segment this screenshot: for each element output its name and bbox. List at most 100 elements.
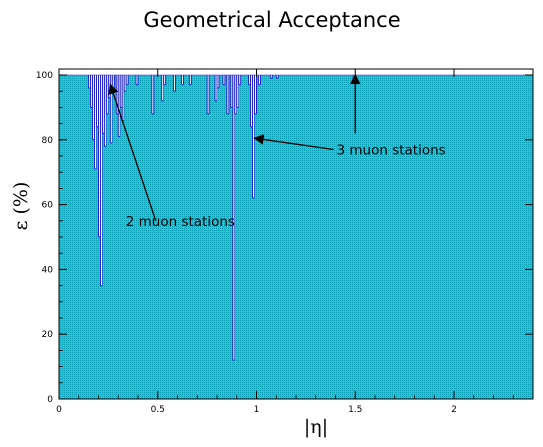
histogram-bar — [217, 87, 219, 400]
histogram-bar — [112, 87, 115, 400]
histogram-dip-gap — [189, 75, 192, 85]
histogram-dip-gap — [232, 75, 235, 361]
annotation-label: 3 muon stations — [337, 143, 446, 159]
histogram-bar — [96, 126, 99, 399]
histogram-dip-gap — [92, 75, 95, 140]
histogram-bar — [173, 91, 176, 399]
histogram-dip-gap — [98, 75, 101, 237]
y-axis-label: ε (%) — [10, 182, 32, 231]
histogram-bar — [230, 107, 233, 400]
histogram-bar — [136, 84, 138, 399]
histogram-bar — [222, 84, 225, 399]
histogram-bar — [98, 237, 101, 399]
histogram-dip-gap — [112, 75, 115, 88]
histogram-bar — [232, 360, 235, 399]
histogram-bar — [215, 100, 217, 400]
histogram-bar — [254, 113, 257, 399]
annotations: 3 muon stations 2 muon stations — [108, 73, 446, 230]
histogram-dip-gap — [126, 75, 129, 85]
histogram-dip-gap — [102, 75, 105, 134]
histogram-dip-gap — [276, 75, 279, 79]
y-tick-label: 60 — [42, 201, 54, 211]
histogram-bar — [207, 113, 210, 399]
x-tick-label: 2 — [451, 405, 457, 415]
histogram-dip-gap — [258, 75, 261, 85]
annotation-arrow — [253, 134, 334, 151]
histogram-bar — [353, 81, 356, 399]
histogram-dip-gap — [88, 75, 91, 88]
histogram-bar — [250, 126, 253, 399]
histogram-dip-gap — [96, 75, 99, 127]
histogram-bar — [181, 84, 184, 399]
chart-title: Geometrical Acceptance — [143, 8, 400, 32]
histogram-bar — [120, 107, 123, 400]
histogram-dip-gap — [161, 75, 164, 101]
histogram-bar — [110, 143, 113, 399]
histogram-bar — [270, 78, 273, 400]
histogram-dip-gap — [270, 75, 273, 79]
histogram-dip-gap — [118, 75, 121, 137]
histogram-bar — [238, 84, 241, 399]
y-tick-label: 100 — [36, 71, 53, 81]
histogram-bar — [124, 91, 127, 399]
histogram-bar — [276, 78, 279, 400]
histogram-bar — [104, 146, 107, 399]
histogram-dip-gap — [173, 75, 176, 92]
histogram-bar — [92, 139, 95, 400]
histogram-bar — [151, 113, 154, 399]
histogram-dip-gap — [181, 75, 184, 85]
histogram-bar — [90, 107, 93, 400]
histogram-bar — [163, 84, 166, 399]
histogram-dip-gap — [163, 75, 166, 85]
histogram-dip-gap — [120, 75, 123, 108]
histogram-dip-gap — [234, 75, 237, 114]
histogram-dip-gap — [254, 75, 257, 114]
annotation-arrow — [108, 83, 157, 222]
histogram-bar — [122, 120, 125, 400]
histogram-bar — [226, 113, 229, 399]
histogram-bar — [94, 168, 97, 399]
y-tick-label: 20 — [42, 330, 54, 340]
histogram-bar — [161, 100, 164, 400]
histogram-dip-gap — [104, 75, 107, 147]
histogram-fill — [59, 75, 533, 399]
histogram-bar — [189, 84, 192, 399]
histogram-bar — [236, 107, 239, 400]
histogram-bar — [126, 84, 129, 399]
histogram-dip-gap — [122, 75, 125, 121]
annotation-label: 2 muon stations — [126, 214, 235, 230]
histogram-bar — [100, 285, 103, 399]
histogram-bar — [108, 97, 111, 400]
histogram-bar — [106, 113, 109, 399]
x-tick-label: 1.5 — [348, 405, 362, 415]
x-axis-label: |η| — [304, 416, 328, 438]
histogram-dip-gap — [90, 75, 93, 108]
histogram-dip-gap — [238, 75, 241, 85]
histogram-dip-gap — [100, 75, 103, 286]
histogram-dip-gap — [215, 75, 217, 101]
histogram-dip-gap — [207, 75, 210, 114]
histogram-bar — [234, 113, 237, 399]
histogram-dip-gap — [222, 75, 225, 85]
y-tick-label: 80 — [42, 136, 54, 146]
histogram-dip-gap — [151, 75, 154, 114]
y-tick-label: 0 — [47, 395, 53, 405]
histogram-dip-gap — [124, 75, 127, 92]
histogram-dip-gap — [236, 75, 239, 108]
histogram-bar — [258, 84, 261, 399]
histogram-bar — [252, 198, 255, 399]
x-tick-label: 0.5 — [151, 405, 165, 415]
histogram-dip-gap — [226, 75, 229, 114]
histogram-dip-gap — [230, 75, 233, 108]
x-tick-label: 0 — [56, 405, 62, 415]
histogram-dip-gap — [94, 75, 97, 169]
histogram-dip-gap — [110, 75, 113, 144]
histogram-bar — [118, 136, 121, 399]
histogram-bar — [88, 87, 91, 400]
y-tick-label: 40 — [42, 265, 54, 275]
histogram-dip-gap — [217, 75, 219, 88]
histogram-dip-gap — [250, 75, 253, 127]
plot-area — [59, 74, 533, 400]
